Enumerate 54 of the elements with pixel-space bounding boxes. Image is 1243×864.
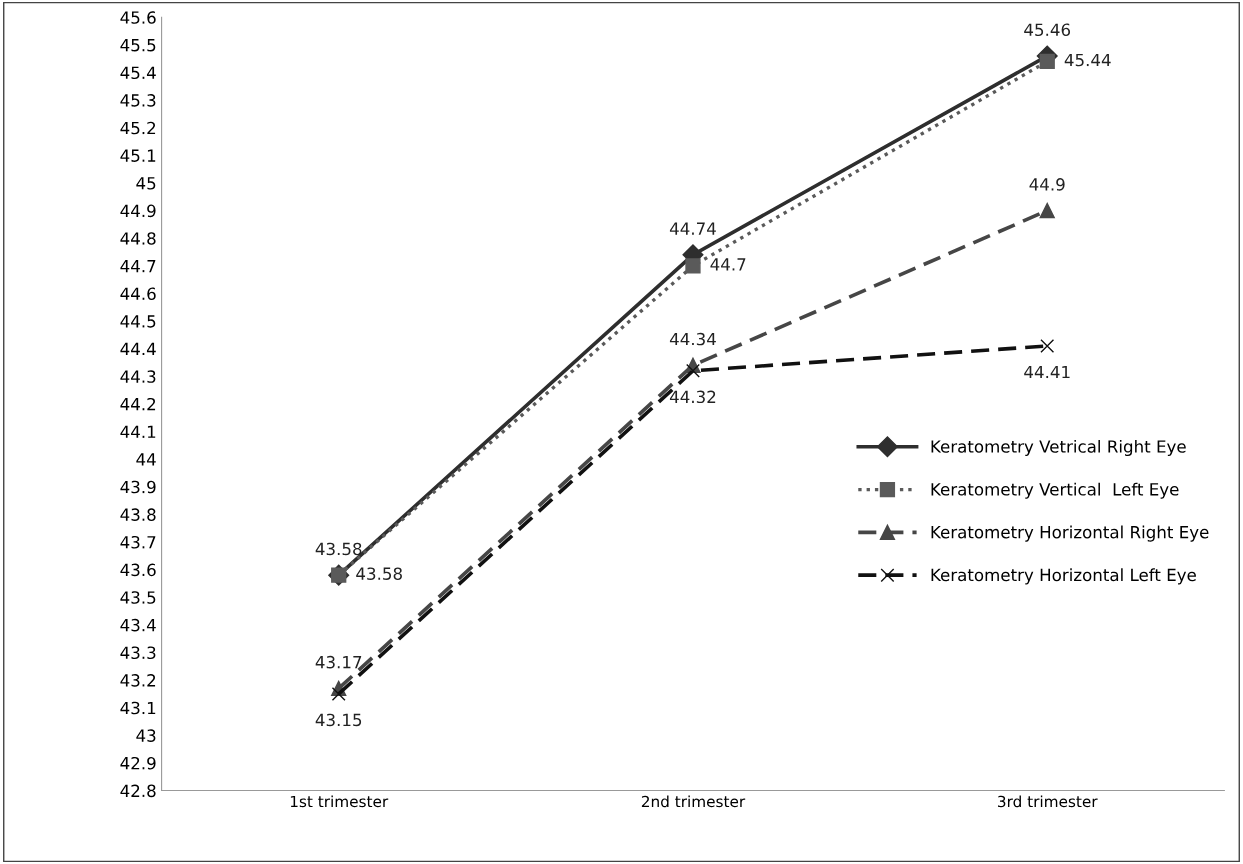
x-tick-label: 1st trimester — [290, 795, 389, 808]
y-tick-label: 44.2 — [120, 397, 156, 411]
data-label: 44.41 — [1024, 365, 1070, 379]
legend-label: Keratometry Vertical Left Eye — [931, 482, 1179, 499]
y-tick-label: 43.1 — [120, 701, 156, 715]
legend-label: Keratometry Vetrical Right Eye — [931, 439, 1186, 457]
y-tick-label: 44.7 — [120, 260, 156, 273]
data-label: 44.32 — [669, 390, 716, 404]
y-tick-label: 44.9 — [120, 204, 156, 218]
y-tick-label: 43.3 — [120, 646, 156, 660]
y-tick-label: 45.5 — [120, 39, 156, 52]
data-label: 44.9 — [1029, 178, 1065, 191]
y-tick-label: 42.8 — [120, 784, 156, 798]
y-tick-label: 43.4 — [120, 618, 156, 632]
legend-label: Keratometry Horizontal Right Eye — [931, 525, 1209, 542]
y-tick-label: 44.6 — [120, 287, 156, 301]
y-tick-label: 43.8 — [120, 508, 156, 521]
y-tick-label: 42.9 — [120, 756, 156, 770]
data-label: 43.17 — [315, 655, 362, 669]
point — [1039, 202, 1055, 219]
y-tick-label: 43 — [136, 729, 156, 742]
y-tick-label: 45.2 — [120, 121, 156, 135]
y-tick-label: 45.1 — [120, 149, 156, 162]
y-tick-label: 43.7 — [120, 535, 156, 549]
y-tick-label: 44.4 — [120, 342, 156, 356]
legend-label: Keratometry Horizontal Left Eye — [931, 568, 1196, 585]
y-tick-label: 45.3 — [120, 94, 156, 107]
y-tick-label: 44.3 — [120, 370, 156, 383]
x-tick-label: 2nd trimester — [641, 795, 746, 808]
data-label: 43.15 — [315, 713, 362, 727]
point — [1039, 53, 1055, 70]
point — [331, 686, 346, 701]
y-tick-label: 45 — [136, 177, 156, 190]
data-label: 43.58 — [356, 567, 402, 580]
y-tick-label: 44.5 — [120, 315, 156, 328]
data-label: 44.34 — [669, 332, 716, 346]
x-tick-label: 3rd trimester — [998, 795, 1098, 808]
y-tick-label: 43.5 — [120, 591, 156, 604]
y-tick-label: 45.4 — [120, 66, 156, 80]
y-tick-label: 44.8 — [120, 232, 156, 245]
data-label: 44.74 — [669, 222, 716, 235]
y-tick-label: 45.6 — [120, 11, 156, 24]
data-label: 43.58 — [315, 542, 362, 556]
y-tick-label: 43.6 — [120, 563, 156, 577]
point — [685, 258, 701, 274]
data-label: 45.44 — [1064, 53, 1111, 67]
point — [1040, 338, 1055, 353]
data-label: 45.46 — [1024, 23, 1071, 37]
point — [686, 363, 700, 378]
data-label: 44.7 — [710, 258, 746, 271]
y-tick-label: 44.1 — [120, 425, 156, 438]
y-tick-label: 43.2 — [120, 674, 156, 687]
y-tick-label: 43.9 — [120, 480, 156, 494]
y-tick-label: 44 — [136, 453, 156, 466]
